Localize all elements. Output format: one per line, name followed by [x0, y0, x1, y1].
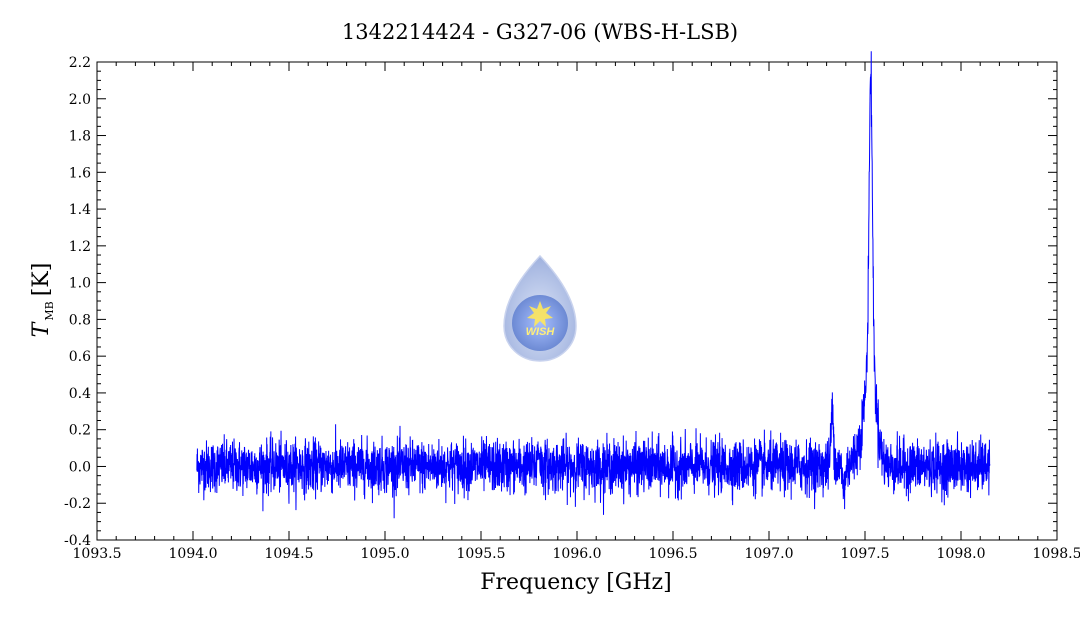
- y-axis-label: TMB [K]: [29, 263, 56, 338]
- y-tick-label: 0.6: [69, 349, 91, 365]
- x-axis-label: Frequency [GHz]: [480, 570, 672, 595]
- y-tick-label: 1.0: [69, 276, 91, 292]
- chart-title: 1342214424 - G327-06 (WBS-H-LSB): [342, 20, 738, 44]
- y-axis-subscript: MB: [43, 301, 56, 320]
- y-tick-label: 2.2: [69, 55, 91, 71]
- wish-core-circle: [512, 295, 568, 351]
- wish-star-icon: [527, 301, 553, 327]
- y-tick-label: 1.2: [69, 239, 91, 255]
- y-axis-unit: [K]: [29, 263, 54, 297]
- y-tick-label: -0.2: [64, 496, 91, 512]
- y-tick-label: -0.4: [64, 533, 91, 549]
- x-tick-label: 1096.5: [649, 546, 698, 562]
- y-axis-symbol: T: [29, 320, 54, 337]
- x-tick-label: 1094.0: [169, 546, 218, 562]
- y-tick-label: 0.0: [69, 459, 91, 475]
- wish-logo: WISH: [503, 254, 577, 362]
- y-tick-label: 1.8: [69, 129, 91, 145]
- y-tick-label: 0.2: [69, 423, 91, 439]
- spectrum-series-line: [196, 51, 991, 519]
- svg-text:TMB[K]: TMB [K]: [29, 263, 56, 338]
- x-tick-label: 1097.5: [841, 546, 890, 562]
- x-tick-label: 1093.5: [73, 546, 122, 562]
- y-tick-label: 0.4: [69, 386, 91, 402]
- x-tick-label: 1096.0: [553, 546, 602, 562]
- x-tick-label: 1095.0: [361, 546, 410, 562]
- wish-logo-text: WISH: [526, 326, 556, 338]
- y-tick-label: 1.6: [69, 165, 91, 181]
- x-tick-label: 1094.5: [265, 546, 314, 562]
- y-tick-label: 1.4: [69, 202, 91, 218]
- x-tick-label: 1095.5: [457, 546, 506, 562]
- y-tick-label: 0.8: [69, 312, 91, 328]
- y-tick-label: 2.0: [69, 92, 91, 108]
- x-tick-label: 1098.0: [937, 546, 986, 562]
- x-tick-label: 1097.0: [745, 546, 794, 562]
- x-tick-label: 1098.5: [1033, 546, 1080, 562]
